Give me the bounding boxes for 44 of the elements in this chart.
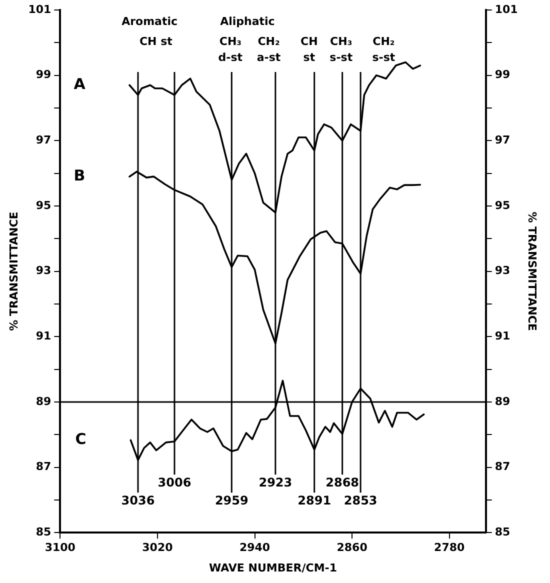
annotation: CH₂ s-st: [372, 34, 396, 64]
y2-tick-label: 85: [494, 525, 510, 538]
y2-tick-label: 101: [494, 2, 518, 16]
y2-tick-label: 93: [494, 264, 510, 278]
y-tick-label: 97: [36, 134, 52, 147]
y-axis-title: % TRANSMITTANCE: [7, 212, 20, 331]
annotation: CH₃ d-st: [218, 34, 243, 64]
text: C: [75, 430, 86, 448]
y-tick-label: 87: [36, 460, 52, 474]
y2-tick-label: 99: [494, 68, 510, 82]
annotation: Aliphatic: [220, 14, 275, 28]
x-tick-label: 3020: [142, 541, 174, 554]
x-tick-label: 3100: [44, 541, 76, 554]
ref-line-label: 2923: [258, 476, 292, 490]
y2-axis-title: % TRANSMITTANCE: [526, 212, 539, 331]
y2-tick-label: 95: [494, 198, 510, 212]
y-tick-label: 99: [36, 68, 52, 82]
x-tick-label: 2780: [434, 541, 465, 554]
annotation: Aromatic: [122, 14, 178, 28]
ref-line-label: 2868: [326, 476, 360, 490]
annotation: CH st: [139, 34, 172, 48]
annotation: CH₂ a-st: [256, 34, 281, 64]
text: B: [74, 166, 86, 184]
y-tick-label: 93: [36, 264, 52, 278]
y-tick-label: 95: [36, 198, 52, 212]
y2-tick-label: 87: [494, 460, 510, 474]
y2-tick-label: 91: [494, 329, 510, 342]
y-tick-label: 89: [36, 394, 52, 408]
ref-line-label: 2853: [344, 494, 378, 508]
y-tick-label: 101: [28, 2, 52, 16]
y-tick-label: 91: [36, 329, 52, 342]
x-tick-label: 2940: [239, 541, 270, 554]
y2-tick-label: 97: [494, 134, 510, 147]
ref-line-label: 3036: [121, 494, 155, 508]
annotation: CH₃ s-st: [330, 34, 353, 64]
annotation: CH st: [300, 34, 318, 64]
x-tick-label: 2860: [336, 541, 368, 554]
x-axis-title: WAVE NUMBER/CM-1: [209, 561, 337, 574]
text: A: [74, 75, 86, 94]
ref-line-label: 2959: [214, 494, 248, 508]
y2-tick-label: 89: [494, 394, 510, 408]
ref-line-label: 2891: [298, 494, 332, 508]
y-tick-label: 85: [36, 525, 52, 538]
ref-line-label: 3006: [158, 476, 192, 490]
